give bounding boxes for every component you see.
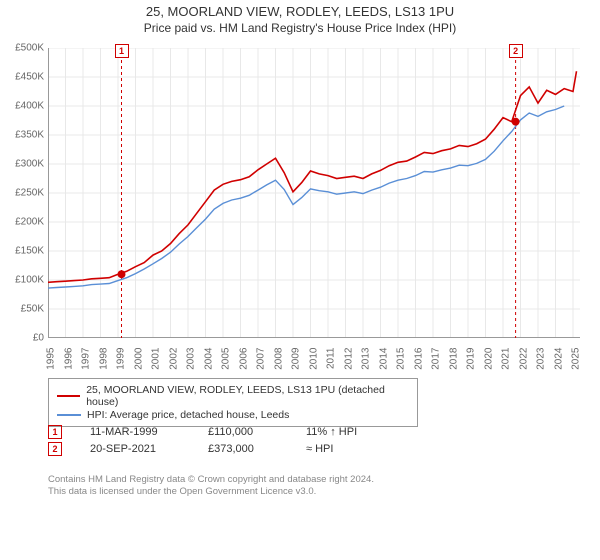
y-axis: £0£50K£100K£150K£200K£250K£300K£350K£400… [0, 48, 46, 338]
x-tick-label: 2020 [483, 348, 494, 370]
x-tick-label: 1995 [46, 348, 57, 370]
x-tick-label: 2007 [256, 348, 267, 370]
sales-row: 1 11-MAR-1999 £110,000 11% ↑ HPI [48, 425, 548, 439]
y-tick-label: £350K [15, 130, 44, 141]
sale-hpi-rel: ≈ HPI [306, 443, 386, 455]
sale-marker-badge: 1 [48, 425, 62, 439]
legend-swatch [57, 395, 80, 397]
x-tick-label: 2009 [291, 348, 302, 370]
sales-table: 1 11-MAR-1999 £110,000 11% ↑ HPI 2 20-SE… [48, 422, 548, 459]
legend-label: 25, MOORLAND VIEW, RODLEY, LEEDS, LS13 1… [86, 384, 409, 408]
x-tick-label: 2010 [308, 348, 319, 370]
legend-label: HPI: Average price, detached house, Leed… [87, 409, 289, 421]
legend-item: 25, MOORLAND VIEW, RODLEY, LEEDS, LS13 1… [57, 384, 409, 408]
sale-date: 11-MAR-1999 [90, 426, 180, 438]
footer-line: This data is licensed under the Open Gov… [48, 486, 578, 498]
title-block: 25, MOORLAND VIEW, RODLEY, LEEDS, LS13 1… [0, 0, 600, 37]
sale-hpi-rel: 11% ↑ HPI [306, 426, 386, 438]
chart-area: 12 [48, 48, 580, 368]
sale-date: 20-SEP-2021 [90, 443, 180, 455]
legend: 25, MOORLAND VIEW, RODLEY, LEEDS, LS13 1… [48, 378, 418, 427]
x-tick-label: 1997 [81, 348, 92, 370]
x-tick-label: 2001 [151, 348, 162, 370]
sale-marker-badge: 2 [48, 442, 62, 456]
x-tick-label: 2002 [168, 348, 179, 370]
y-tick-label: £50K [21, 304, 44, 315]
x-tick-label: 2024 [553, 348, 564, 370]
x-tick-label: 2017 [431, 348, 442, 370]
x-tick-label: 2004 [203, 348, 214, 370]
sales-row: 2 20-SEP-2021 £373,000 ≈ HPI [48, 442, 548, 456]
x-tick-label: 2013 [361, 348, 372, 370]
plot-marker-label: 1 [115, 44, 129, 58]
y-tick-label: £300K [15, 159, 44, 170]
y-tick-label: £0 [33, 333, 44, 344]
x-axis: 1995 1996 1997 1998 1999 2000 2001 2002 2003 2004… [48, 342, 580, 372]
x-tick-label: 2003 [186, 348, 197, 370]
x-tick-label: 2022 [518, 348, 529, 370]
plot-svg [48, 48, 580, 338]
x-tick-label: 2018 [448, 348, 459, 370]
x-tick-label: 2005 [221, 348, 232, 370]
x-tick-label: 2025 [571, 348, 582, 370]
x-tick-label: 2016 [413, 348, 424, 370]
y-tick-label: £250K [15, 188, 44, 199]
x-tick-label: 2008 [273, 348, 284, 370]
x-tick-label: 2023 [536, 348, 547, 370]
footer: Contains HM Land Registry data © Crown c… [48, 474, 578, 498]
x-tick-label: 1999 [116, 348, 127, 370]
chart-subtitle: Price paid vs. HM Land Registry's House … [0, 21, 600, 35]
x-tick-label: 2011 [326, 348, 337, 370]
y-tick-label: £450K [15, 72, 44, 83]
x-tick-label: 2000 [133, 348, 144, 370]
x-tick-label: 2015 [396, 348, 407, 370]
y-tick-label: £500K [15, 43, 44, 54]
chart-title: 25, MOORLAND VIEW, RODLEY, LEEDS, LS13 1… [0, 4, 600, 19]
chart-container: 25, MOORLAND VIEW, RODLEY, LEEDS, LS13 1… [0, 0, 600, 560]
x-tick-label: 2012 [343, 348, 354, 370]
y-tick-label: £200K [15, 217, 44, 228]
x-tick-label: 2019 [466, 348, 477, 370]
y-tick-label: £150K [15, 246, 44, 257]
x-tick-label: 2014 [378, 348, 389, 370]
y-tick-label: £400K [15, 101, 44, 112]
y-tick-label: £100K [15, 275, 44, 286]
x-tick-label: 2021 [501, 348, 512, 370]
sale-price: £373,000 [208, 443, 278, 455]
legend-item: HPI: Average price, detached house, Leed… [57, 409, 409, 421]
x-tick-label: 2006 [238, 348, 249, 370]
plot-marker-label: 2 [509, 44, 523, 58]
sale-price: £110,000 [208, 426, 278, 438]
x-tick-label: 1996 [63, 348, 74, 370]
legend-swatch [57, 414, 81, 416]
footer-line: Contains HM Land Registry data © Crown c… [48, 474, 578, 486]
x-tick-label: 1998 [98, 348, 109, 370]
